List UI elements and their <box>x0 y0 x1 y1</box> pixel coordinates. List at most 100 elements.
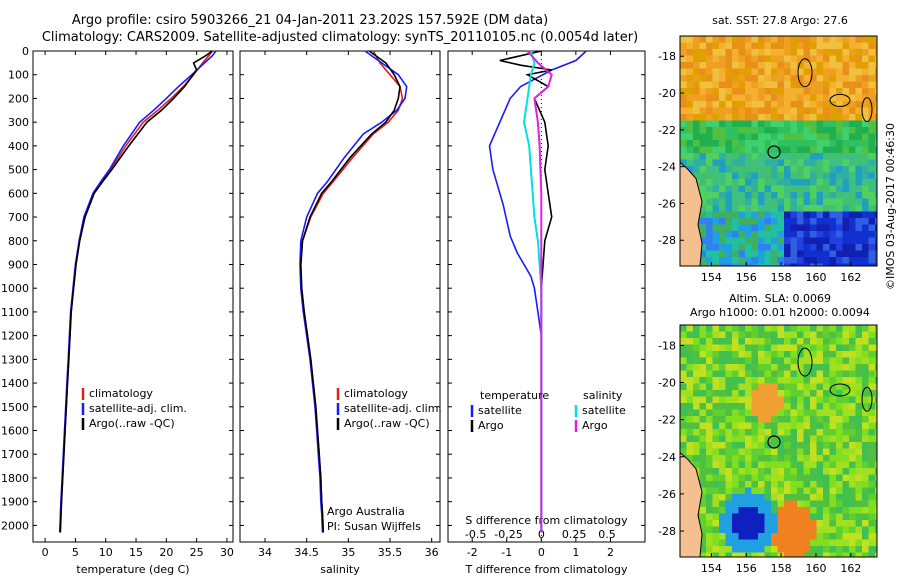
map-cell <box>686 422 694 430</box>
s-tick-label: 0.5 <box>598 528 616 541</box>
map-cell <box>803 520 811 528</box>
map-cell <box>771 205 779 213</box>
map-cell <box>732 81 740 89</box>
series-line-argo-raw-qc- <box>299 50 401 533</box>
map-cell <box>751 218 759 226</box>
map-cell <box>862 36 870 44</box>
map-cell <box>836 81 844 89</box>
map-cell <box>816 231 824 239</box>
map-cell <box>855 133 863 141</box>
map-cell <box>719 364 727 372</box>
map-cell <box>829 179 837 187</box>
map-cell <box>712 140 720 148</box>
map-cell <box>693 133 701 141</box>
map-cell <box>706 364 714 372</box>
map-cell <box>816 383 824 391</box>
map-cell <box>797 344 805 352</box>
map-cell <box>725 331 733 339</box>
y-tick-label: 1000 <box>1 282 29 295</box>
map-cell <box>680 159 688 167</box>
map-cell <box>790 146 798 154</box>
map-cell <box>842 520 850 528</box>
map-cell <box>771 442 779 450</box>
map-cell <box>810 166 818 174</box>
map-cell <box>719 114 727 122</box>
map-cell <box>849 461 857 469</box>
map-cell <box>732 218 740 226</box>
map-cell <box>732 377 740 385</box>
map-cell <box>725 172 733 180</box>
map-cell <box>758 114 766 122</box>
map-cell <box>777 416 785 424</box>
map-cell <box>849 88 857 96</box>
map-cell <box>784 526 792 534</box>
x-tick-label: -1 <box>501 546 512 559</box>
map-cell <box>719 507 727 515</box>
map-cell <box>725 364 733 372</box>
map-cell <box>764 101 772 109</box>
map-cell <box>732 179 740 187</box>
map-cell <box>706 481 714 489</box>
map-cell <box>823 81 831 89</box>
map-cell <box>784 257 792 265</box>
map-cell <box>797 101 805 109</box>
map-cell <box>797 325 805 333</box>
map-cell <box>680 88 688 96</box>
map-cell <box>764 231 772 239</box>
map-cell <box>862 218 870 226</box>
map-cell <box>771 263 779 266</box>
map-cell <box>764 68 772 76</box>
map-cell <box>686 127 694 135</box>
map-cell <box>810 263 818 266</box>
map-cell <box>842 429 850 437</box>
map-cell <box>842 539 850 547</box>
map-cell <box>849 448 857 456</box>
map-cell <box>732 224 740 232</box>
map-cell <box>842 159 850 167</box>
map-cell <box>875 487 877 495</box>
legend-label: satellite <box>478 404 522 417</box>
map-cell <box>803 513 811 521</box>
map-cell <box>803 533 811 541</box>
map-cell <box>738 552 746 557</box>
map-cell <box>738 468 746 476</box>
map-cell <box>706 231 714 239</box>
map-cell <box>816 257 824 265</box>
map-cell <box>875 81 877 89</box>
map-cell <box>823 383 831 391</box>
map-cell <box>699 409 707 417</box>
map-cell <box>738 461 746 469</box>
map-cell <box>764 468 772 476</box>
map-cell <box>797 198 805 206</box>
map-cell <box>751 185 759 193</box>
map-cell <box>823 344 831 352</box>
map-cell <box>764 396 772 404</box>
map-cell <box>725 179 733 187</box>
map-cell <box>680 325 688 333</box>
map-cell <box>836 422 844 430</box>
map-cell <box>706 422 714 430</box>
map-cell <box>777 94 785 102</box>
map-cell <box>680 114 688 122</box>
map-cell <box>816 448 824 456</box>
map-cell <box>725 481 733 489</box>
map-cell <box>764 107 772 115</box>
map-cell <box>875 101 877 109</box>
map-cell <box>784 192 792 200</box>
map-cell <box>751 422 759 430</box>
map-cell <box>764 344 772 352</box>
map-cell <box>738 179 746 187</box>
map-cell <box>875 500 877 508</box>
map-cell <box>829 146 837 154</box>
map-cell <box>699 159 707 167</box>
map-cell <box>790 36 798 44</box>
map-cell <box>784 481 792 489</box>
map-cell <box>803 468 811 476</box>
map-cell <box>777 198 785 206</box>
map-cell <box>725 546 733 554</box>
map-cell <box>706 244 714 252</box>
map-cell <box>842 49 850 57</box>
map-cell <box>706 62 714 70</box>
map-cell <box>725 36 733 44</box>
